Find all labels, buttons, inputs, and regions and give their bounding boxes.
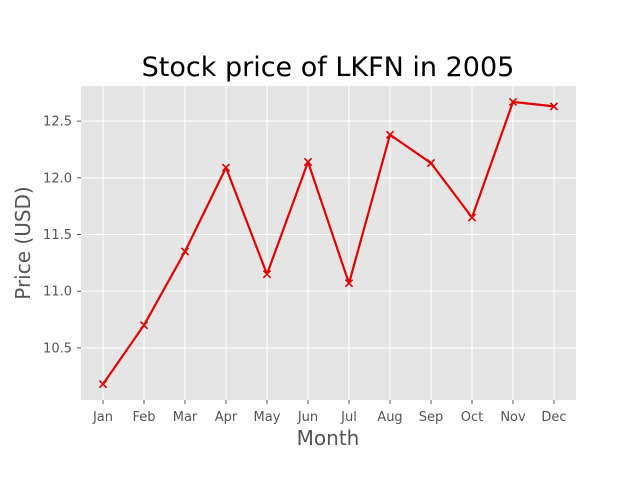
marker-stroke — [467, 213, 477, 222]
data-point-marker — [549, 102, 559, 111]
marker-stroke — [262, 270, 272, 279]
x-tick-label: Feb — [132, 410, 155, 425]
data-point-marker — [262, 270, 272, 279]
y-tick-label: 11.5 — [43, 228, 72, 243]
data-point-marker — [508, 97, 518, 107]
data-point-marker — [344, 279, 354, 288]
series-layer — [98, 97, 559, 389]
marker-stroke — [385, 130, 395, 139]
x-tick-label: Jun — [297, 410, 318, 425]
data-point-marker — [180, 247, 190, 256]
x-tick-label: Mar — [173, 410, 198, 425]
data-point-marker — [426, 158, 436, 168]
x-tick-label: Jul — [340, 410, 357, 425]
data-point-marker — [385, 130, 395, 139]
y-tick-label: 12.5 — [43, 115, 72, 130]
marker-stroke — [426, 158, 436, 168]
x-axis-ticks: Jan Feb Mar Apr May Jun Jul Aug Sep Oct Nov Dec — [92, 400, 567, 425]
y-axis-label: Price (USD) — [11, 186, 35, 300]
data-point-marker — [98, 379, 108, 389]
x-tick-label: May — [254, 410, 281, 425]
marker-stroke — [344, 279, 354, 288]
x-tick-label: Oct — [461, 410, 483, 425]
y-axis-ticks: 10.5 11.0 11.5 12.0 12.5 — [43, 115, 81, 356]
y-tick-label: 11.0 — [43, 285, 72, 300]
x-tick-label: Nov — [500, 410, 526, 425]
marker-stroke — [549, 102, 559, 111]
data-point-marker — [139, 321, 149, 330]
marker-stroke — [508, 97, 518, 107]
x-tick-label: Jan — [92, 410, 113, 425]
data-point-marker — [467, 213, 477, 222]
marker-stroke — [139, 321, 149, 330]
marker-stroke — [98, 379, 108, 389]
y-tick-label: 10.5 — [43, 341, 72, 356]
marker-stroke — [180, 247, 190, 256]
x-tick-label: Sep — [419, 410, 444, 425]
x-axis-label: Month — [297, 426, 360, 450]
data-point-marker — [303, 157, 313, 167]
data-point-marker — [221, 163, 231, 172]
series-line — [102, 100, 555, 385]
chart-title: Stock price of LKFN in 2005 — [142, 52, 515, 83]
x-tick-label: Apr — [215, 410, 238, 425]
marker-stroke — [221, 163, 231, 172]
x-tick-label: Aug — [377, 410, 402, 425]
marker-stroke — [303, 157, 313, 167]
y-tick-label: 12.0 — [43, 171, 72, 186]
x-tick-label: Dec — [541, 410, 566, 425]
